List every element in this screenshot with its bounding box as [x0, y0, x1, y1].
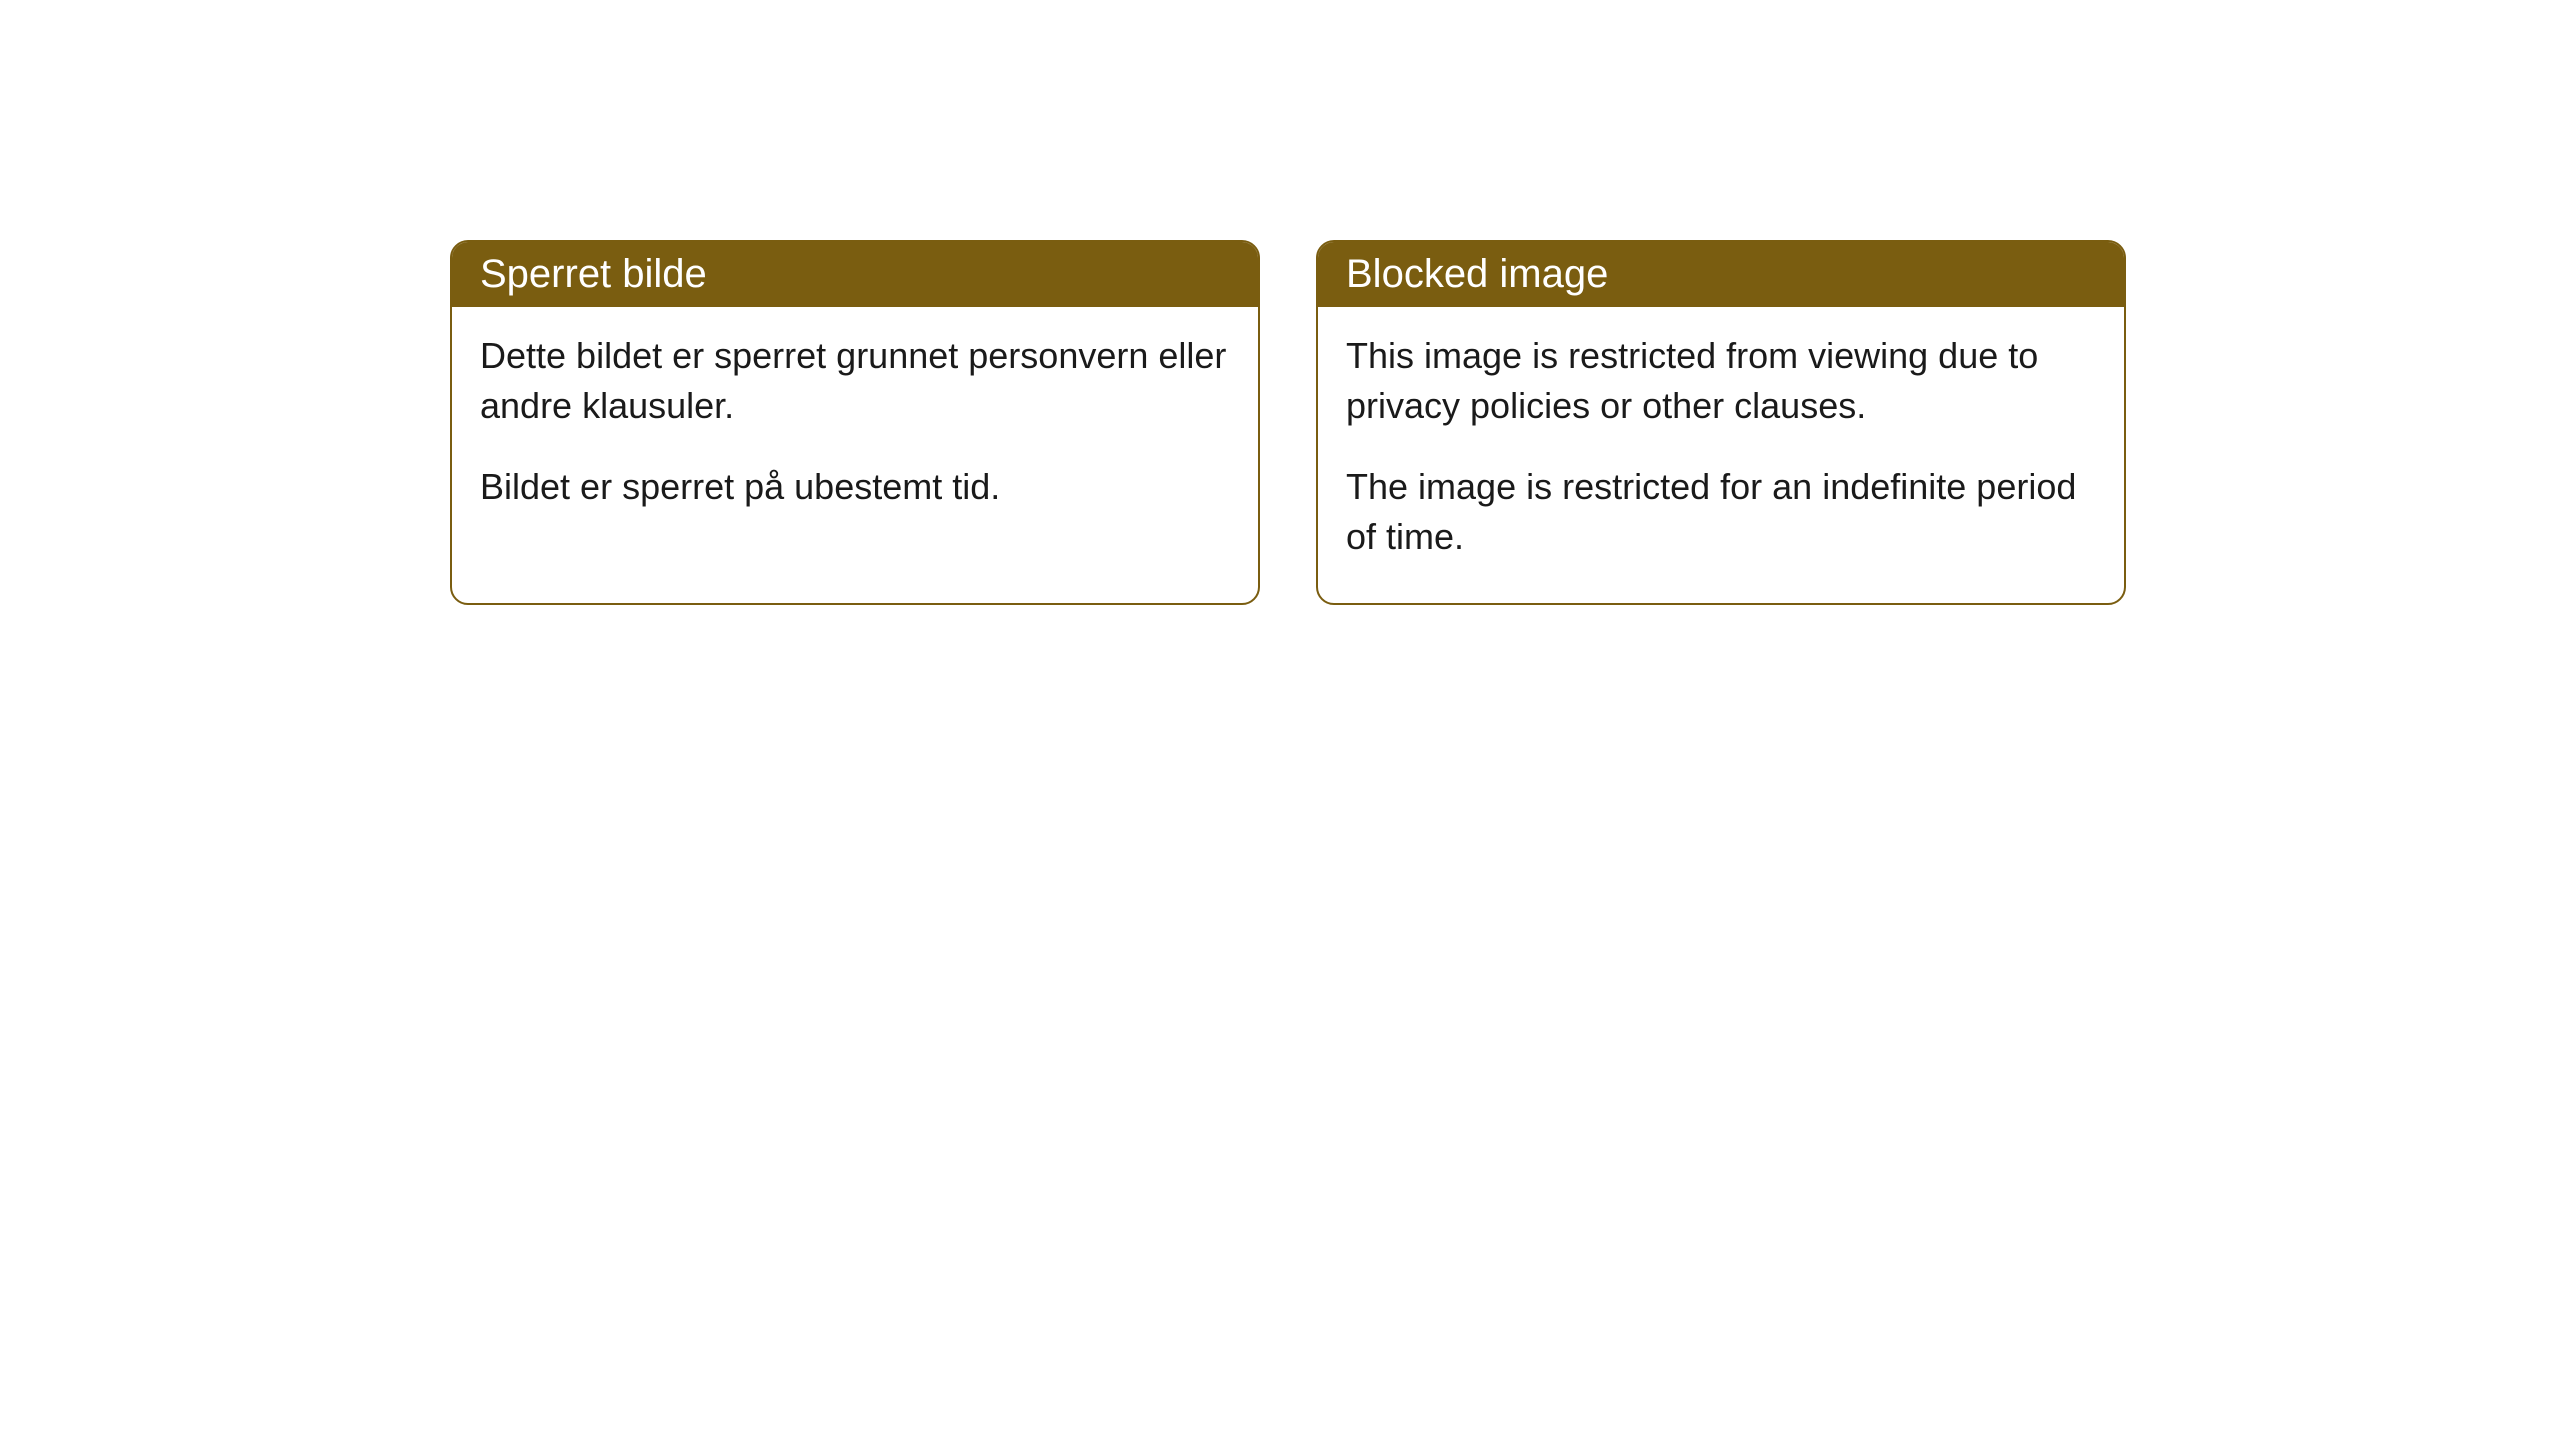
card-header: Blocked image [1318, 242, 2124, 307]
card-paragraph: Bildet er sperret på ubestemt tid. [480, 462, 1230, 512]
card-header: Sperret bilde [452, 242, 1258, 307]
card-title: Sperret bilde [480, 252, 707, 296]
card-paragraph: This image is restricted from viewing du… [1346, 331, 2096, 432]
card-title: Blocked image [1346, 252, 1608, 296]
cards-container: Sperret bilde Dette bildet er sperret gr… [450, 240, 2126, 605]
card-english: Blocked image This image is restricted f… [1316, 240, 2126, 605]
card-paragraph: Dette bildet er sperret grunnet personve… [480, 331, 1230, 432]
card-body: This image is restricted from viewing du… [1318, 307, 2124, 603]
card-body: Dette bildet er sperret grunnet personve… [452, 307, 1258, 552]
card-paragraph: The image is restricted for an indefinit… [1346, 462, 2096, 563]
card-norwegian: Sperret bilde Dette bildet er sperret gr… [450, 240, 1260, 605]
